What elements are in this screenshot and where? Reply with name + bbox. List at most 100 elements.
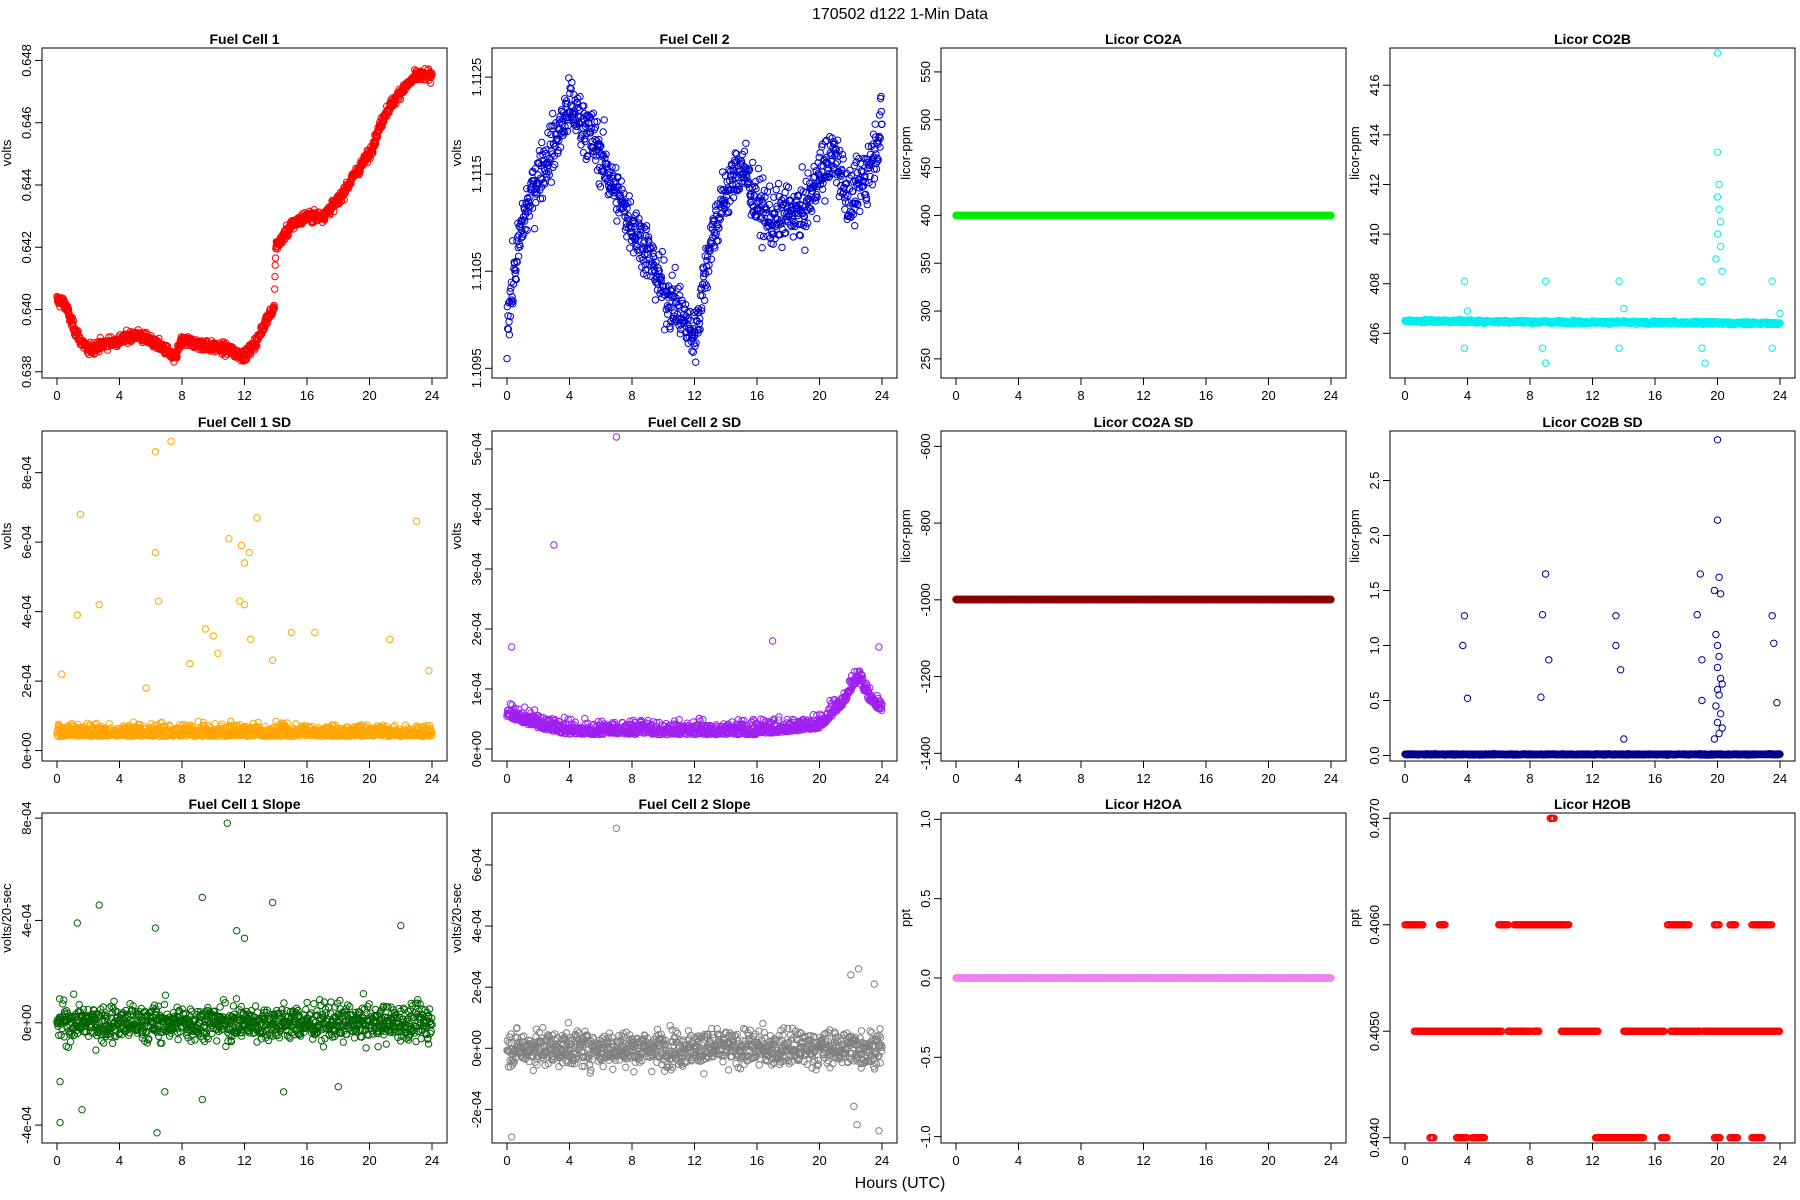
data-point bbox=[696, 314, 704, 323]
data-point bbox=[269, 305, 278, 314]
data-point bbox=[567, 101, 575, 110]
data-point bbox=[518, 217, 526, 226]
data-point bbox=[700, 296, 709, 305]
data-point bbox=[766, 182, 774, 190]
x-tick-label: 24 bbox=[875, 388, 889, 403]
x-tick-label: 0 bbox=[503, 388, 510, 403]
data-point bbox=[371, 139, 379, 147]
data-point bbox=[576, 92, 584, 101]
x-tick-label: 8 bbox=[178, 388, 185, 403]
data-point bbox=[514, 252, 523, 260]
data-point bbox=[692, 339, 700, 347]
data-point bbox=[666, 325, 674, 333]
data-point bbox=[642, 225, 650, 234]
data-point bbox=[643, 271, 651, 280]
data-point bbox=[668, 271, 676, 279]
x-tick-label: 8 bbox=[1526, 388, 1533, 403]
data-point bbox=[760, 217, 768, 225]
data-point bbox=[859, 168, 867, 176]
data-point bbox=[596, 183, 605, 191]
data-point bbox=[694, 329, 702, 337]
y-tick-label: 8e-04 bbox=[19, 456, 34, 489]
data-point bbox=[568, 78, 576, 87]
x-tick-label: 0 bbox=[53, 771, 60, 786]
y-axis-label: licor-ppm bbox=[1347, 126, 1362, 179]
y-tick-label: 250 bbox=[918, 348, 933, 370]
data-point bbox=[587, 111, 596, 119]
data-point bbox=[563, 99, 571, 108]
data-points bbox=[952, 211, 1335, 220]
data-point bbox=[554, 149, 562, 157]
data-point bbox=[873, 154, 881, 162]
data-point bbox=[524, 198, 533, 206]
data-point bbox=[588, 147, 597, 155]
data-point bbox=[669, 285, 677, 293]
data-point bbox=[1541, 359, 1550, 367]
data-point bbox=[355, 170, 363, 179]
data-point bbox=[847, 213, 855, 221]
data-point bbox=[762, 209, 770, 217]
data-point bbox=[801, 246, 809, 254]
y-tick-label: 2e-04 bbox=[19, 664, 34, 697]
data-point bbox=[1718, 267, 1726, 275]
x-tick-label: 16 bbox=[300, 388, 314, 403]
data-point bbox=[711, 244, 719, 252]
x-tick-label: 4 bbox=[1015, 388, 1022, 403]
plot-frame bbox=[1389, 47, 1796, 379]
y-tick-label: 550 bbox=[918, 61, 933, 83]
panel-5: Fuel Cell 1 SD0 4 8 12 16 20 240e+002e-044e-04… bbox=[0, 414, 448, 786]
data-point bbox=[759, 174, 767, 182]
data-point bbox=[565, 109, 574, 117]
data-point bbox=[661, 291, 669, 299]
data-point bbox=[625, 192, 633, 200]
data-point bbox=[755, 205, 763, 213]
data-point bbox=[271, 261, 279, 269]
x-tick-label: 24 bbox=[425, 388, 439, 403]
data-point bbox=[1768, 277, 1776, 285]
y-tick-label: 0e+00 bbox=[19, 732, 34, 769]
data-point bbox=[508, 293, 516, 301]
data-point bbox=[849, 187, 857, 195]
data-point bbox=[173, 352, 181, 361]
data-point bbox=[551, 161, 559, 169]
data-point bbox=[1460, 277, 1469, 285]
y-tick-label: 450 bbox=[918, 157, 933, 179]
data-point bbox=[790, 219, 799, 227]
data-point bbox=[513, 233, 522, 241]
data-point bbox=[247, 350, 255, 359]
data-point bbox=[512, 266, 520, 274]
data-point bbox=[526, 193, 534, 201]
data-point bbox=[136, 720, 144, 729]
data-point bbox=[804, 194, 813, 203]
data-point bbox=[549, 109, 557, 118]
data-point bbox=[556, 143, 565, 151]
data-point bbox=[1701, 359, 1709, 367]
data-point bbox=[821, 137, 830, 146]
data-point bbox=[832, 160, 840, 168]
data-point bbox=[676, 282, 684, 291]
data-point bbox=[1713, 49, 1722, 57]
data-point bbox=[612, 164, 620, 172]
data-point bbox=[782, 229, 790, 237]
data-point bbox=[270, 304, 279, 312]
data-point bbox=[782, 182, 791, 190]
x-tick-label: 16 bbox=[300, 771, 314, 786]
data-point bbox=[644, 233, 653, 241]
x-tick-label: 20 bbox=[1710, 388, 1724, 403]
data-point bbox=[854, 200, 862, 208]
data-point bbox=[876, 134, 884, 143]
data-point bbox=[571, 121, 579, 129]
data-point bbox=[504, 325, 513, 333]
data-point bbox=[754, 164, 763, 173]
data-point bbox=[613, 217, 621, 225]
data-point bbox=[593, 118, 601, 126]
data-point bbox=[602, 150, 610, 158]
data-point bbox=[855, 154, 863, 163]
data-point bbox=[698, 304, 706, 312]
data-point bbox=[645, 254, 654, 262]
data-point bbox=[758, 244, 766, 252]
data-point bbox=[795, 220, 803, 229]
data-point bbox=[756, 231, 764, 240]
data-point bbox=[803, 206, 811, 214]
